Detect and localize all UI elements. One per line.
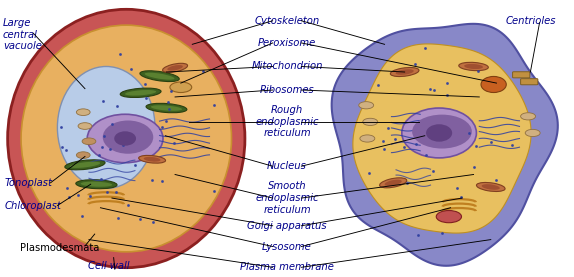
Ellipse shape bbox=[402, 108, 476, 158]
Text: Golgi apparatus: Golgi apparatus bbox=[247, 221, 327, 231]
Ellipse shape bbox=[125, 90, 156, 96]
Text: Mitochondrion: Mitochondrion bbox=[251, 61, 323, 71]
Text: Plasmodesmata: Plasmodesmata bbox=[20, 243, 99, 253]
Text: Lysosome: Lysosome bbox=[262, 242, 312, 252]
Circle shape bbox=[359, 102, 374, 109]
Circle shape bbox=[78, 123, 92, 129]
FancyBboxPatch shape bbox=[521, 79, 538, 85]
Circle shape bbox=[521, 113, 536, 120]
Ellipse shape bbox=[482, 184, 500, 190]
Ellipse shape bbox=[65, 160, 105, 170]
Ellipse shape bbox=[145, 73, 174, 80]
Text: Peroxisome: Peroxisome bbox=[258, 38, 316, 48]
Ellipse shape bbox=[21, 25, 231, 252]
Circle shape bbox=[170, 82, 192, 93]
Circle shape bbox=[363, 118, 378, 125]
Ellipse shape bbox=[146, 103, 187, 113]
Circle shape bbox=[76, 109, 90, 116]
Text: Cytoskeleton: Cytoskeleton bbox=[254, 16, 320, 26]
Text: Rough
endoplasmic
reticulum: Rough endoplasmic reticulum bbox=[255, 105, 319, 138]
Circle shape bbox=[82, 138, 96, 145]
Ellipse shape bbox=[464, 64, 483, 69]
Polygon shape bbox=[353, 44, 531, 233]
Ellipse shape bbox=[162, 63, 188, 72]
Ellipse shape bbox=[459, 62, 488, 71]
Ellipse shape bbox=[120, 88, 161, 98]
Ellipse shape bbox=[426, 124, 452, 142]
Ellipse shape bbox=[103, 120, 153, 154]
Circle shape bbox=[525, 129, 540, 137]
Ellipse shape bbox=[140, 71, 179, 81]
Ellipse shape bbox=[379, 178, 407, 188]
Ellipse shape bbox=[139, 155, 165, 163]
Ellipse shape bbox=[476, 183, 505, 191]
Ellipse shape bbox=[390, 68, 419, 76]
Ellipse shape bbox=[87, 114, 163, 163]
Polygon shape bbox=[332, 24, 558, 266]
Text: Chloroplast: Chloroplast bbox=[5, 201, 61, 211]
Text: Centrioles: Centrioles bbox=[505, 16, 556, 26]
Ellipse shape bbox=[69, 162, 100, 168]
Text: Smooth
endoplasmic
reticulum: Smooth endoplasmic reticulum bbox=[255, 181, 319, 215]
Text: Nucleus: Nucleus bbox=[267, 161, 307, 171]
Ellipse shape bbox=[385, 180, 402, 186]
Ellipse shape bbox=[57, 66, 155, 188]
Ellipse shape bbox=[76, 180, 117, 189]
Ellipse shape bbox=[481, 76, 506, 93]
Text: Plasma membrane: Plasma membrane bbox=[240, 262, 334, 272]
Ellipse shape bbox=[114, 131, 136, 146]
Circle shape bbox=[76, 152, 90, 158]
Text: Tonoplast: Tonoplast bbox=[5, 178, 52, 188]
FancyBboxPatch shape bbox=[513, 72, 530, 78]
Text: Cell wall: Cell wall bbox=[88, 261, 130, 271]
Ellipse shape bbox=[395, 69, 414, 75]
Text: Ribosomes: Ribosomes bbox=[259, 85, 315, 95]
Circle shape bbox=[436, 211, 461, 223]
Ellipse shape bbox=[151, 105, 182, 111]
Text: Large
central
vacuole: Large central vacuole bbox=[3, 18, 42, 51]
Circle shape bbox=[360, 135, 375, 142]
Ellipse shape bbox=[81, 182, 112, 187]
Ellipse shape bbox=[144, 157, 161, 162]
Ellipse shape bbox=[167, 65, 183, 71]
Ellipse shape bbox=[7, 9, 245, 268]
Ellipse shape bbox=[412, 115, 472, 148]
